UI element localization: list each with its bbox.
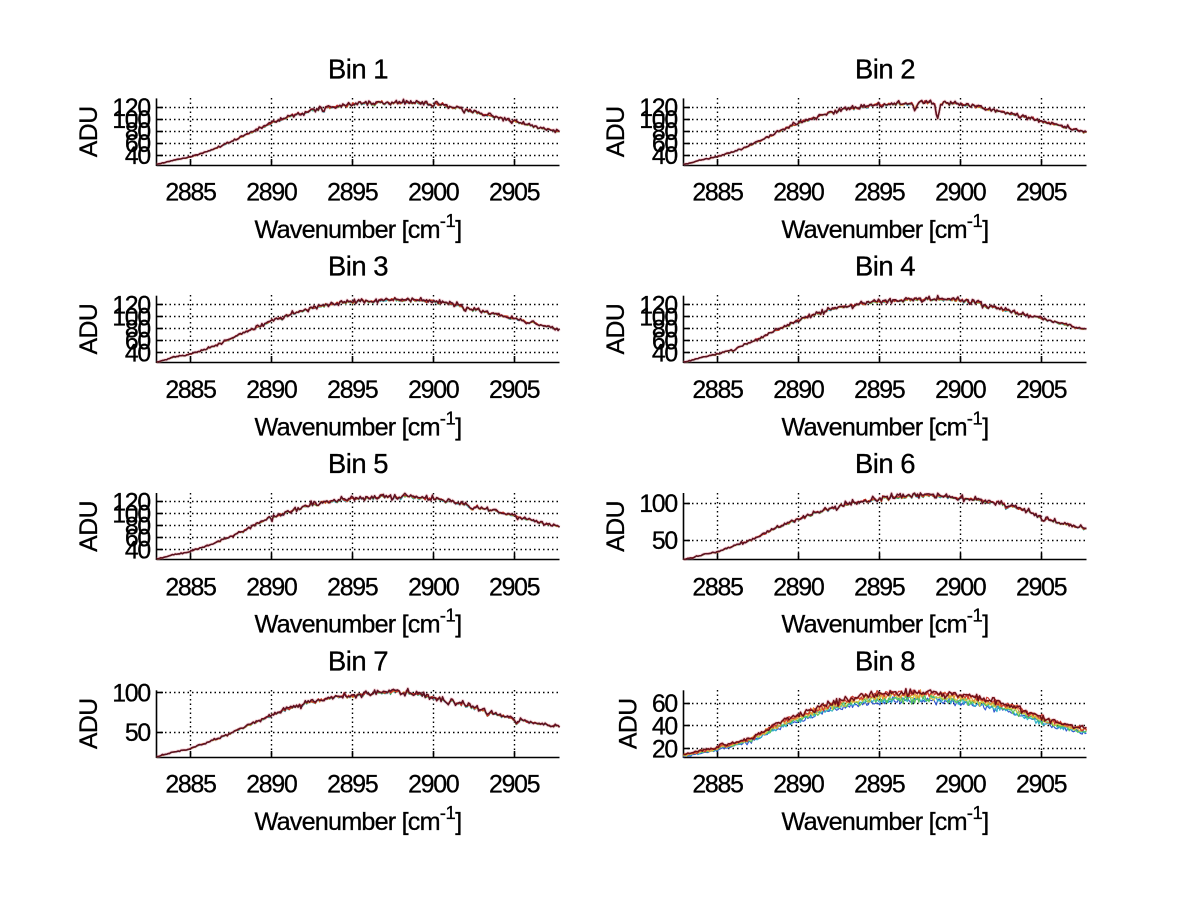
svg-text:100: 100 bbox=[112, 107, 150, 134]
svg-text:2900: 2900 bbox=[935, 377, 986, 404]
svg-text:120: 120 bbox=[112, 95, 150, 122]
svg-text:2890: 2890 bbox=[773, 180, 824, 207]
svg-text:2890: 2890 bbox=[246, 574, 297, 601]
svg-text:2890: 2890 bbox=[246, 377, 297, 404]
svg-text:2905: 2905 bbox=[1016, 772, 1067, 799]
svg-text:120: 120 bbox=[112, 292, 150, 319]
svg-text:20: 20 bbox=[652, 736, 678, 763]
svg-text:2900: 2900 bbox=[935, 772, 986, 799]
svg-text:60: 60 bbox=[125, 526, 151, 553]
svg-text:Bin 7: Bin 7 bbox=[328, 645, 388, 676]
svg-text:2900: 2900 bbox=[408, 180, 459, 207]
svg-text:120: 120 bbox=[112, 490, 150, 517]
svg-text:Bin 4: Bin 4 bbox=[855, 251, 915, 282]
svg-text:2890: 2890 bbox=[773, 772, 824, 799]
svg-text:2890: 2890 bbox=[246, 772, 297, 799]
svg-text:Wavenumber [cm-1]: Wavenumber [cm-1] bbox=[782, 210, 989, 244]
svg-text:2900: 2900 bbox=[408, 772, 459, 799]
svg-text:ADU: ADU bbox=[76, 106, 103, 157]
svg-text:120: 120 bbox=[639, 95, 677, 122]
svg-text:2905: 2905 bbox=[489, 377, 540, 404]
svg-text:2885: 2885 bbox=[692, 772, 743, 799]
svg-text:ADU: ADU bbox=[76, 698, 103, 749]
svg-text:Wavenumber [cm-1]: Wavenumber [cm-1] bbox=[782, 802, 989, 836]
svg-text:80: 80 bbox=[125, 316, 151, 343]
svg-text:2900: 2900 bbox=[408, 574, 459, 601]
svg-text:100: 100 bbox=[112, 304, 150, 331]
svg-text:2885: 2885 bbox=[692, 574, 743, 601]
svg-text:2890: 2890 bbox=[773, 377, 824, 404]
svg-text:2895: 2895 bbox=[854, 772, 905, 799]
svg-text:60: 60 bbox=[125, 131, 151, 158]
svg-text:40: 40 bbox=[652, 340, 678, 367]
svg-text:Bin 3: Bin 3 bbox=[328, 251, 388, 282]
svg-text:80: 80 bbox=[652, 119, 678, 146]
svg-text:40: 40 bbox=[652, 714, 678, 741]
svg-text:100: 100 bbox=[639, 491, 677, 518]
svg-text:2890: 2890 bbox=[246, 180, 297, 207]
svg-text:Bin 5: Bin 5 bbox=[328, 448, 388, 479]
svg-text:40: 40 bbox=[125, 538, 151, 565]
svg-text:Bin 2: Bin 2 bbox=[855, 53, 915, 84]
svg-text:40: 40 bbox=[652, 143, 678, 170]
svg-text:60: 60 bbox=[652, 691, 678, 718]
svg-text:100: 100 bbox=[112, 681, 150, 708]
svg-text:2885: 2885 bbox=[692, 377, 743, 404]
svg-text:Wavenumber [cm-1]: Wavenumber [cm-1] bbox=[255, 605, 462, 639]
svg-text:60: 60 bbox=[652, 328, 678, 355]
svg-text:100: 100 bbox=[639, 107, 677, 134]
svg-text:40: 40 bbox=[125, 340, 151, 367]
svg-text:50: 50 bbox=[125, 720, 151, 747]
svg-text:2885: 2885 bbox=[165, 574, 216, 601]
svg-text:2905: 2905 bbox=[1016, 377, 1067, 404]
svg-text:2890: 2890 bbox=[773, 574, 824, 601]
svg-text:2905: 2905 bbox=[489, 772, 540, 799]
svg-text:2885: 2885 bbox=[165, 180, 216, 207]
svg-text:2885: 2885 bbox=[165, 377, 216, 404]
svg-text:2895: 2895 bbox=[327, 377, 378, 404]
svg-text:ADU: ADU bbox=[616, 698, 643, 749]
svg-text:100: 100 bbox=[112, 502, 150, 529]
svg-text:Wavenumber [cm-1]: Wavenumber [cm-1] bbox=[255, 407, 462, 441]
svg-text:Bin 1: Bin 1 bbox=[328, 53, 388, 84]
svg-text:2905: 2905 bbox=[1016, 180, 1067, 207]
svg-text:80: 80 bbox=[125, 119, 151, 146]
svg-text:2900: 2900 bbox=[935, 574, 986, 601]
svg-text:ADU: ADU bbox=[76, 501, 103, 552]
svg-text:50: 50 bbox=[652, 528, 678, 555]
svg-text:2895: 2895 bbox=[854, 574, 905, 601]
svg-text:2895: 2895 bbox=[327, 772, 378, 799]
svg-text:2885: 2885 bbox=[165, 772, 216, 799]
svg-text:2905: 2905 bbox=[489, 180, 540, 207]
svg-text:Bin 8: Bin 8 bbox=[855, 645, 915, 676]
svg-text:Wavenumber [cm-1]: Wavenumber [cm-1] bbox=[782, 605, 989, 639]
svg-text:2905: 2905 bbox=[1016, 574, 1067, 601]
svg-text:2905: 2905 bbox=[489, 574, 540, 601]
svg-text:Wavenumber [cm-1]: Wavenumber [cm-1] bbox=[255, 210, 462, 244]
svg-text:2895: 2895 bbox=[854, 180, 905, 207]
svg-text:80: 80 bbox=[652, 316, 678, 343]
svg-text:2895: 2895 bbox=[327, 180, 378, 207]
svg-text:40: 40 bbox=[125, 143, 151, 170]
svg-text:2900: 2900 bbox=[935, 180, 986, 207]
svg-text:ADU: ADU bbox=[603, 106, 630, 157]
svg-text:100: 100 bbox=[639, 304, 677, 331]
svg-text:60: 60 bbox=[125, 328, 151, 355]
svg-text:60: 60 bbox=[652, 131, 678, 158]
svg-text:Wavenumber [cm-1]: Wavenumber [cm-1] bbox=[255, 802, 462, 836]
svg-text:2895: 2895 bbox=[854, 377, 905, 404]
svg-text:80: 80 bbox=[125, 514, 151, 541]
svg-text:2895: 2895 bbox=[327, 574, 378, 601]
svg-text:Wavenumber [cm-1]: Wavenumber [cm-1] bbox=[782, 407, 989, 441]
svg-text:120: 120 bbox=[639, 292, 677, 319]
svg-text:ADU: ADU bbox=[603, 304, 630, 355]
svg-text:2900: 2900 bbox=[408, 377, 459, 404]
svg-text:2885: 2885 bbox=[692, 180, 743, 207]
svg-text:Bin 6: Bin 6 bbox=[855, 448, 915, 479]
svg-text:ADU: ADU bbox=[76, 304, 103, 355]
svg-text:ADU: ADU bbox=[603, 501, 630, 552]
